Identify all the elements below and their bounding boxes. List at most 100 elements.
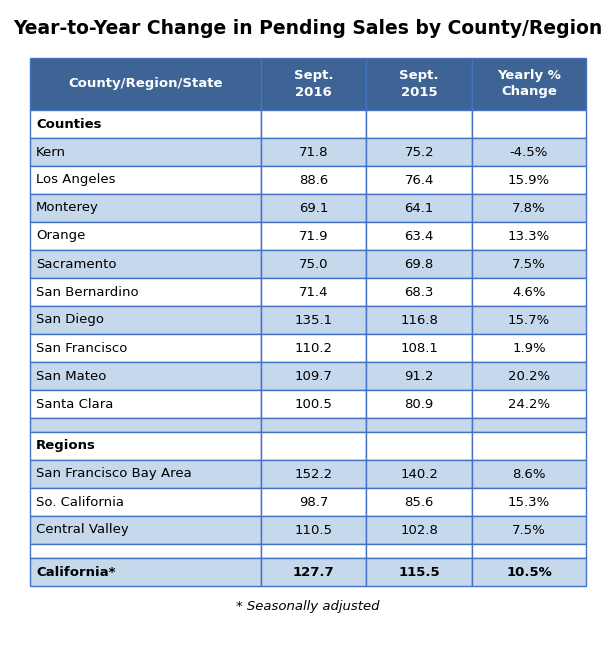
Bar: [30, 306, 261, 334]
Bar: [367, 516, 472, 544]
Bar: [261, 58, 367, 110]
Text: County/Region/State: County/Region/State: [68, 77, 222, 91]
Bar: [30, 58, 261, 110]
Text: So. California: So. California: [36, 496, 124, 508]
Bar: [367, 250, 472, 278]
Bar: [367, 558, 472, 586]
Text: 8.6%: 8.6%: [513, 468, 546, 480]
Text: California*: California*: [36, 566, 116, 578]
Bar: [472, 460, 586, 488]
Text: 76.4: 76.4: [405, 173, 434, 187]
Bar: [472, 306, 586, 334]
Bar: [261, 488, 367, 516]
Text: 24.2%: 24.2%: [508, 398, 550, 410]
Bar: [30, 432, 261, 460]
Text: Sept.
2015: Sept. 2015: [399, 69, 439, 99]
Text: 115.5: 115.5: [399, 566, 440, 578]
Text: 68.3: 68.3: [405, 285, 434, 299]
Text: 15.9%: 15.9%: [508, 173, 550, 187]
Bar: [367, 306, 472, 334]
Bar: [30, 278, 261, 306]
Bar: [472, 418, 586, 432]
Bar: [367, 166, 472, 194]
Text: 63.4: 63.4: [405, 229, 434, 243]
Text: 108.1: 108.1: [400, 342, 438, 354]
Bar: [261, 110, 367, 138]
Text: 91.2: 91.2: [405, 370, 434, 382]
Bar: [472, 222, 586, 250]
Text: 71.8: 71.8: [299, 145, 328, 159]
Bar: [30, 516, 261, 544]
Text: 7.5%: 7.5%: [512, 257, 546, 271]
Text: San Mateo: San Mateo: [36, 370, 107, 382]
Text: Sacramento: Sacramento: [36, 257, 116, 271]
Text: 135.1: 135.1: [294, 313, 333, 327]
Bar: [367, 418, 472, 432]
Bar: [472, 516, 586, 544]
Bar: [261, 460, 367, 488]
Text: 140.2: 140.2: [400, 468, 438, 480]
Bar: [30, 390, 261, 418]
Bar: [261, 278, 367, 306]
Bar: [367, 432, 472, 460]
Text: 75.0: 75.0: [299, 257, 328, 271]
Bar: [472, 488, 586, 516]
Bar: [367, 110, 472, 138]
Bar: [30, 334, 261, 362]
Bar: [261, 390, 367, 418]
Bar: [30, 418, 261, 432]
Text: Monterey: Monterey: [36, 201, 99, 215]
Bar: [30, 222, 261, 250]
Bar: [261, 306, 367, 334]
Bar: [472, 278, 586, 306]
Text: Los Angeles: Los Angeles: [36, 173, 116, 187]
Bar: [367, 278, 472, 306]
Bar: [472, 390, 586, 418]
Text: Santa Clara: Santa Clara: [36, 398, 113, 410]
Text: 110.5: 110.5: [294, 524, 333, 536]
Text: 152.2: 152.2: [294, 468, 333, 480]
Bar: [367, 138, 472, 166]
Bar: [261, 544, 367, 558]
Text: Year-to-Year Change in Pending Sales by County/Region: Year-to-Year Change in Pending Sales by …: [14, 19, 602, 37]
Text: 7.5%: 7.5%: [512, 524, 546, 536]
Bar: [472, 166, 586, 194]
Text: Orange: Orange: [36, 229, 86, 243]
Bar: [367, 334, 472, 362]
Text: Central Valley: Central Valley: [36, 524, 129, 536]
Bar: [30, 250, 261, 278]
Bar: [30, 488, 261, 516]
Bar: [472, 334, 586, 362]
Text: 127.7: 127.7: [293, 566, 334, 578]
Text: 64.1: 64.1: [405, 201, 434, 215]
Bar: [367, 222, 472, 250]
Bar: [367, 58, 472, 110]
Bar: [261, 432, 367, 460]
Bar: [472, 58, 586, 110]
Text: San Francisco Bay Area: San Francisco Bay Area: [36, 468, 192, 480]
Text: 102.8: 102.8: [400, 524, 438, 536]
Bar: [472, 194, 586, 222]
Bar: [472, 250, 586, 278]
Text: San Francisco: San Francisco: [36, 342, 128, 354]
Text: 85.6: 85.6: [405, 496, 434, 508]
Bar: [261, 334, 367, 362]
Text: 15.3%: 15.3%: [508, 496, 550, 508]
Text: 69.8: 69.8: [405, 257, 434, 271]
Text: Counties: Counties: [36, 117, 102, 131]
Text: 71.4: 71.4: [299, 285, 328, 299]
Text: San Diego: San Diego: [36, 313, 104, 327]
Text: 15.7%: 15.7%: [508, 313, 550, 327]
Bar: [30, 558, 261, 586]
Bar: [261, 516, 367, 544]
Text: Yearly %
Change: Yearly % Change: [497, 69, 561, 99]
Bar: [261, 362, 367, 390]
Bar: [30, 110, 261, 138]
Bar: [30, 362, 261, 390]
Bar: [261, 418, 367, 432]
Bar: [367, 488, 472, 516]
Text: 20.2%: 20.2%: [508, 370, 550, 382]
Text: * Seasonally adjusted: * Seasonally adjusted: [237, 600, 379, 613]
Bar: [30, 166, 261, 194]
Bar: [367, 194, 472, 222]
